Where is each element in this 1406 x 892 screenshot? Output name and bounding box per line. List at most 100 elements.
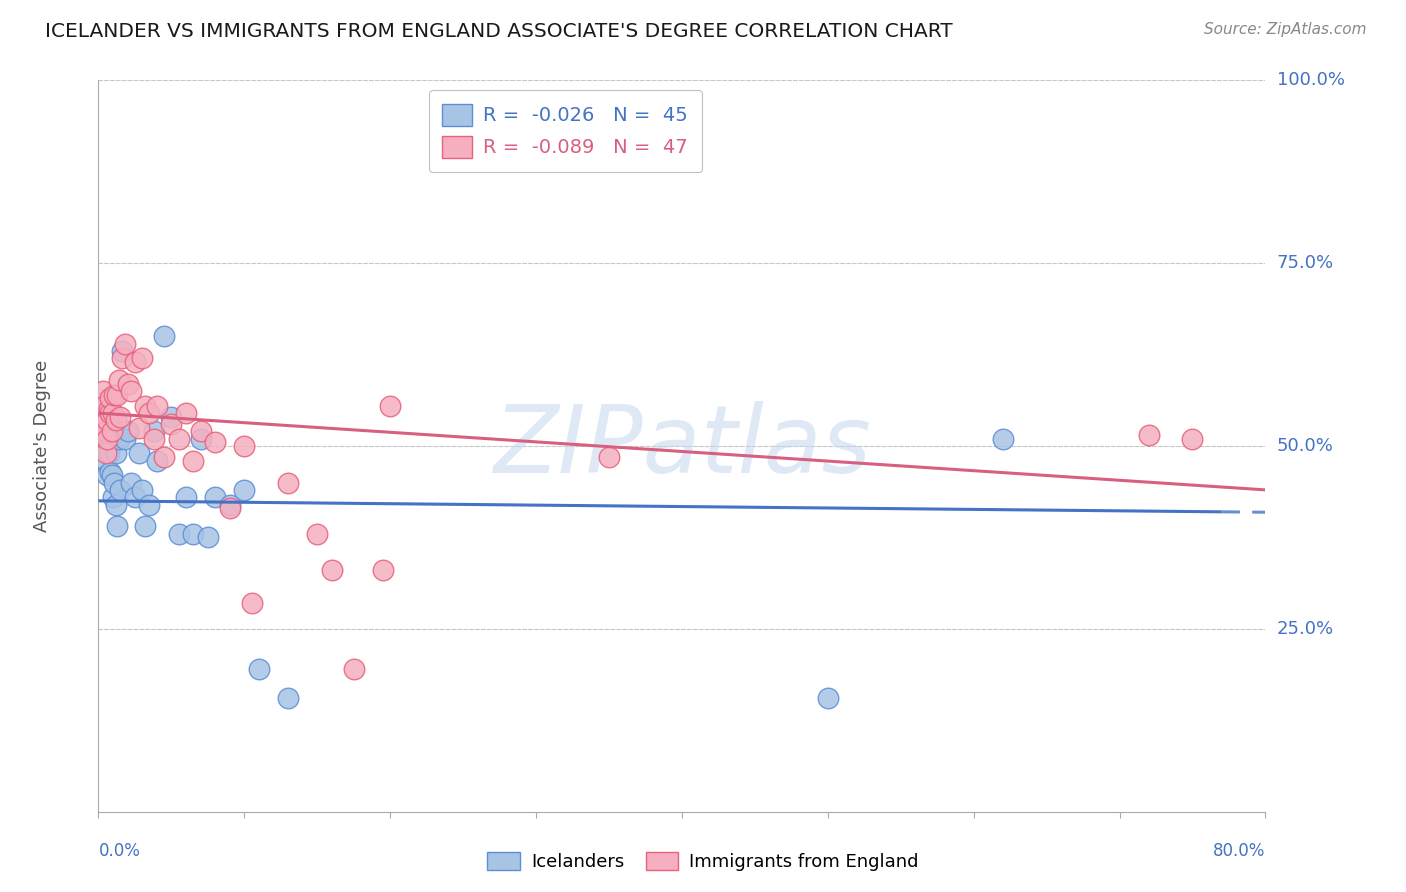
Point bbox=[371, 563, 394, 577]
Point bbox=[93, 399, 115, 413]
Point bbox=[218, 501, 240, 516]
Text: 25.0%: 25.0% bbox=[1277, 620, 1334, 638]
Point bbox=[108, 432, 131, 446]
Point bbox=[142, 425, 165, 439]
Point bbox=[105, 388, 128, 402]
Point bbox=[104, 446, 127, 460]
Point bbox=[93, 395, 115, 409]
Point bbox=[101, 490, 124, 504]
Text: 80.0%: 80.0% bbox=[1213, 842, 1265, 860]
Point bbox=[247, 662, 270, 676]
Point bbox=[91, 384, 114, 399]
Point bbox=[167, 432, 190, 446]
Point bbox=[307, 526, 329, 541]
Point bbox=[197, 530, 219, 544]
Point bbox=[90, 417, 112, 431]
Point bbox=[108, 373, 131, 387]
Point bbox=[104, 498, 127, 512]
Point bbox=[98, 465, 121, 479]
Point bbox=[98, 406, 121, 420]
Point bbox=[233, 439, 256, 453]
Point bbox=[142, 432, 165, 446]
Point bbox=[94, 428, 117, 442]
Text: 50.0%: 50.0% bbox=[1277, 437, 1333, 455]
Point bbox=[94, 425, 117, 439]
Point bbox=[96, 468, 118, 483]
Point bbox=[343, 662, 366, 676]
Point bbox=[190, 425, 212, 439]
Point bbox=[110, 483, 132, 497]
Point bbox=[128, 421, 150, 435]
Point bbox=[218, 498, 240, 512]
Point bbox=[104, 413, 127, 427]
Point bbox=[100, 417, 122, 431]
Point bbox=[991, 432, 1014, 446]
Point bbox=[134, 399, 156, 413]
Point bbox=[321, 563, 343, 577]
Point bbox=[160, 409, 183, 424]
Legend: R =  -0.026   N =  45, R =  -0.089   N =  47: R = -0.026 N = 45, R = -0.089 N = 47 bbox=[429, 90, 702, 172]
Point bbox=[111, 343, 134, 358]
Point bbox=[160, 417, 183, 431]
Point bbox=[97, 402, 120, 417]
Point bbox=[117, 425, 139, 439]
Point bbox=[110, 409, 132, 424]
Point bbox=[96, 413, 118, 427]
Text: 100.0%: 100.0% bbox=[1277, 71, 1344, 89]
Text: ZIPatlas: ZIPatlas bbox=[494, 401, 870, 491]
Point bbox=[105, 519, 128, 533]
Point bbox=[94, 453, 117, 467]
Point bbox=[380, 399, 402, 413]
Point bbox=[817, 691, 839, 706]
Point bbox=[100, 425, 122, 439]
Point bbox=[124, 355, 146, 369]
Point bbox=[98, 392, 121, 406]
Point bbox=[91, 439, 114, 453]
Point bbox=[153, 329, 176, 343]
Point bbox=[153, 450, 176, 464]
Point bbox=[181, 526, 204, 541]
Point bbox=[117, 376, 139, 391]
Point bbox=[181, 453, 204, 467]
Point bbox=[138, 406, 160, 420]
Point bbox=[204, 490, 226, 504]
Point bbox=[103, 388, 125, 402]
Point bbox=[97, 446, 120, 460]
Point bbox=[190, 432, 212, 446]
Text: Source: ZipAtlas.com: Source: ZipAtlas.com bbox=[1204, 22, 1367, 37]
Point bbox=[204, 435, 226, 450]
Text: 75.0%: 75.0% bbox=[1277, 254, 1334, 272]
Point bbox=[94, 446, 117, 460]
Point bbox=[131, 351, 153, 366]
Point bbox=[101, 406, 124, 420]
Point bbox=[90, 417, 112, 431]
Point bbox=[111, 351, 134, 366]
Point bbox=[233, 483, 256, 497]
Point bbox=[240, 596, 263, 610]
Point bbox=[146, 399, 169, 413]
Point bbox=[114, 336, 136, 351]
Point bbox=[131, 483, 153, 497]
Point bbox=[598, 450, 620, 464]
Point bbox=[124, 490, 146, 504]
Point bbox=[96, 432, 118, 446]
Point bbox=[114, 432, 136, 446]
Point bbox=[128, 446, 150, 460]
Point bbox=[98, 432, 121, 446]
Point bbox=[277, 475, 299, 490]
Point bbox=[103, 475, 125, 490]
Text: Associate's Degree: Associate's Degree bbox=[34, 359, 52, 533]
Text: ICELANDER VS IMMIGRANTS FROM ENGLAND ASSOCIATE'S DEGREE CORRELATION CHART: ICELANDER VS IMMIGRANTS FROM ENGLAND ASS… bbox=[45, 22, 953, 41]
Point bbox=[1181, 432, 1204, 446]
Point bbox=[277, 691, 299, 706]
Point bbox=[120, 475, 142, 490]
Point bbox=[174, 490, 197, 504]
Point bbox=[101, 425, 124, 439]
Point bbox=[138, 498, 160, 512]
Point bbox=[100, 468, 122, 483]
Point bbox=[167, 526, 190, 541]
Point bbox=[134, 519, 156, 533]
Point bbox=[146, 453, 169, 467]
Point bbox=[1137, 428, 1160, 442]
Point bbox=[174, 406, 197, 420]
